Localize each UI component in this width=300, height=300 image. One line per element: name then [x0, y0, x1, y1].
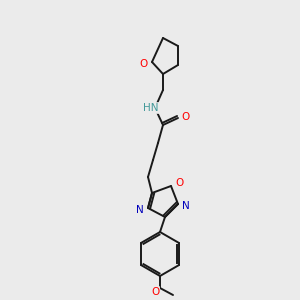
Text: N: N — [182, 201, 190, 211]
Text: HN: HN — [143, 103, 159, 113]
Text: O: O — [175, 178, 183, 188]
Text: O: O — [182, 112, 190, 122]
Text: N: N — [136, 205, 144, 215]
Text: O: O — [140, 59, 148, 69]
Text: O: O — [151, 287, 159, 297]
